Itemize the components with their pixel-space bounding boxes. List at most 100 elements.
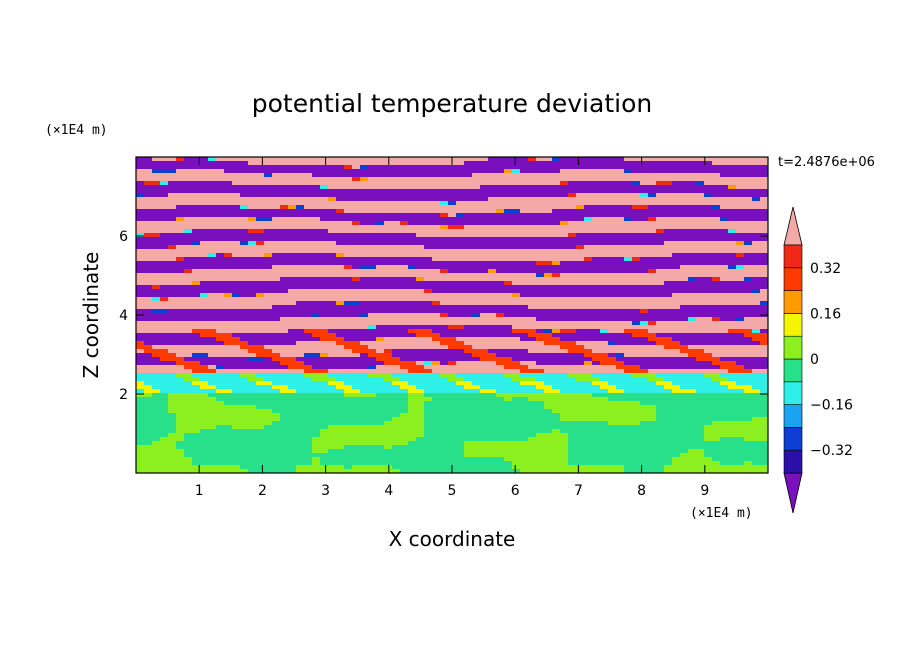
field-cell xyxy=(528,181,537,186)
field-cell xyxy=(600,337,609,342)
field-cell xyxy=(528,209,537,214)
field-cell xyxy=(408,177,417,182)
field-cell xyxy=(688,313,697,318)
field-cell xyxy=(704,281,713,286)
field-cell xyxy=(552,289,561,294)
field-cell xyxy=(680,353,689,358)
field-cell xyxy=(208,301,217,306)
field-cell xyxy=(456,189,465,194)
field-cell xyxy=(456,381,465,386)
field-cell xyxy=(480,309,489,314)
field-cell xyxy=(704,209,713,214)
field-cell xyxy=(232,337,241,342)
field-cell xyxy=(272,389,281,394)
field-cell xyxy=(680,245,689,250)
field-cell xyxy=(480,361,489,366)
field-cell xyxy=(624,241,633,246)
field-cell xyxy=(296,213,305,218)
field-cell xyxy=(360,317,369,322)
field-cell xyxy=(304,261,313,266)
field-cell xyxy=(504,373,513,378)
field-cell xyxy=(424,193,433,198)
field-cell xyxy=(424,205,433,210)
field-cell xyxy=(312,397,321,402)
field-cell xyxy=(272,401,281,406)
field-cell xyxy=(240,293,249,298)
field-cell xyxy=(344,229,353,234)
field-cell xyxy=(712,257,721,262)
field-cell xyxy=(328,345,337,350)
field-cell xyxy=(648,265,657,270)
field-cell xyxy=(576,265,585,270)
field-cell xyxy=(672,161,681,166)
field-cell xyxy=(176,181,185,186)
field-cell xyxy=(368,249,377,254)
field-cell xyxy=(600,373,609,378)
field-cell xyxy=(376,229,385,234)
field-cell xyxy=(192,273,201,278)
field-cell xyxy=(528,381,537,386)
field-cell xyxy=(376,273,385,278)
field-cell xyxy=(512,361,521,366)
field-cell xyxy=(640,161,649,166)
field-cell xyxy=(640,325,649,330)
field-cell xyxy=(160,233,169,238)
field-cell xyxy=(144,317,153,322)
field-cell xyxy=(488,365,497,370)
field-cell xyxy=(560,349,569,354)
field-cell xyxy=(488,301,497,306)
field-cell xyxy=(240,177,249,182)
field-cell xyxy=(600,401,609,406)
field-cell xyxy=(392,321,401,326)
field-cell xyxy=(232,173,241,178)
field-cell xyxy=(376,329,385,334)
field-cell xyxy=(744,221,753,226)
field-cell xyxy=(544,321,553,326)
field-cell xyxy=(144,329,153,334)
field-cell xyxy=(296,245,305,250)
field-cell xyxy=(352,197,361,202)
field-cell xyxy=(496,397,505,402)
field-cell xyxy=(480,297,489,302)
field-cell xyxy=(184,405,193,410)
field-cell xyxy=(608,245,617,250)
field-cell xyxy=(600,349,609,354)
field-cell xyxy=(568,305,577,310)
field-cell xyxy=(360,225,369,230)
field-cell xyxy=(400,325,409,330)
field-cell xyxy=(632,393,641,398)
field-cell xyxy=(752,385,761,390)
field-cell xyxy=(504,217,513,222)
field-cell xyxy=(368,269,377,274)
field-cell xyxy=(440,273,449,278)
field-cell xyxy=(352,225,361,230)
field-cell xyxy=(336,337,345,342)
field-cell xyxy=(504,249,513,254)
field-cell xyxy=(616,365,625,370)
field-cell xyxy=(640,289,649,294)
field-cell xyxy=(504,381,513,386)
field-cell xyxy=(440,177,449,182)
field-cell xyxy=(176,209,185,214)
field-cell xyxy=(560,373,569,378)
field-cell xyxy=(760,337,768,342)
field-cell xyxy=(448,209,457,214)
field-cell xyxy=(296,333,305,338)
field-cell xyxy=(296,233,305,238)
field-cell xyxy=(528,233,537,238)
field-cell xyxy=(552,401,561,406)
field-cell xyxy=(288,277,297,282)
field-cell xyxy=(528,377,537,382)
field-cell xyxy=(600,325,609,330)
field-cell xyxy=(672,305,681,310)
field-cell xyxy=(424,217,433,222)
field-cell xyxy=(744,349,753,354)
field-cell xyxy=(680,333,689,338)
field-cell xyxy=(136,349,145,354)
field-cell xyxy=(448,353,457,358)
field-cell xyxy=(704,173,713,178)
field-cell xyxy=(664,317,673,322)
field-cell xyxy=(160,321,169,326)
field-cell xyxy=(528,305,537,310)
field-cell xyxy=(432,333,441,338)
